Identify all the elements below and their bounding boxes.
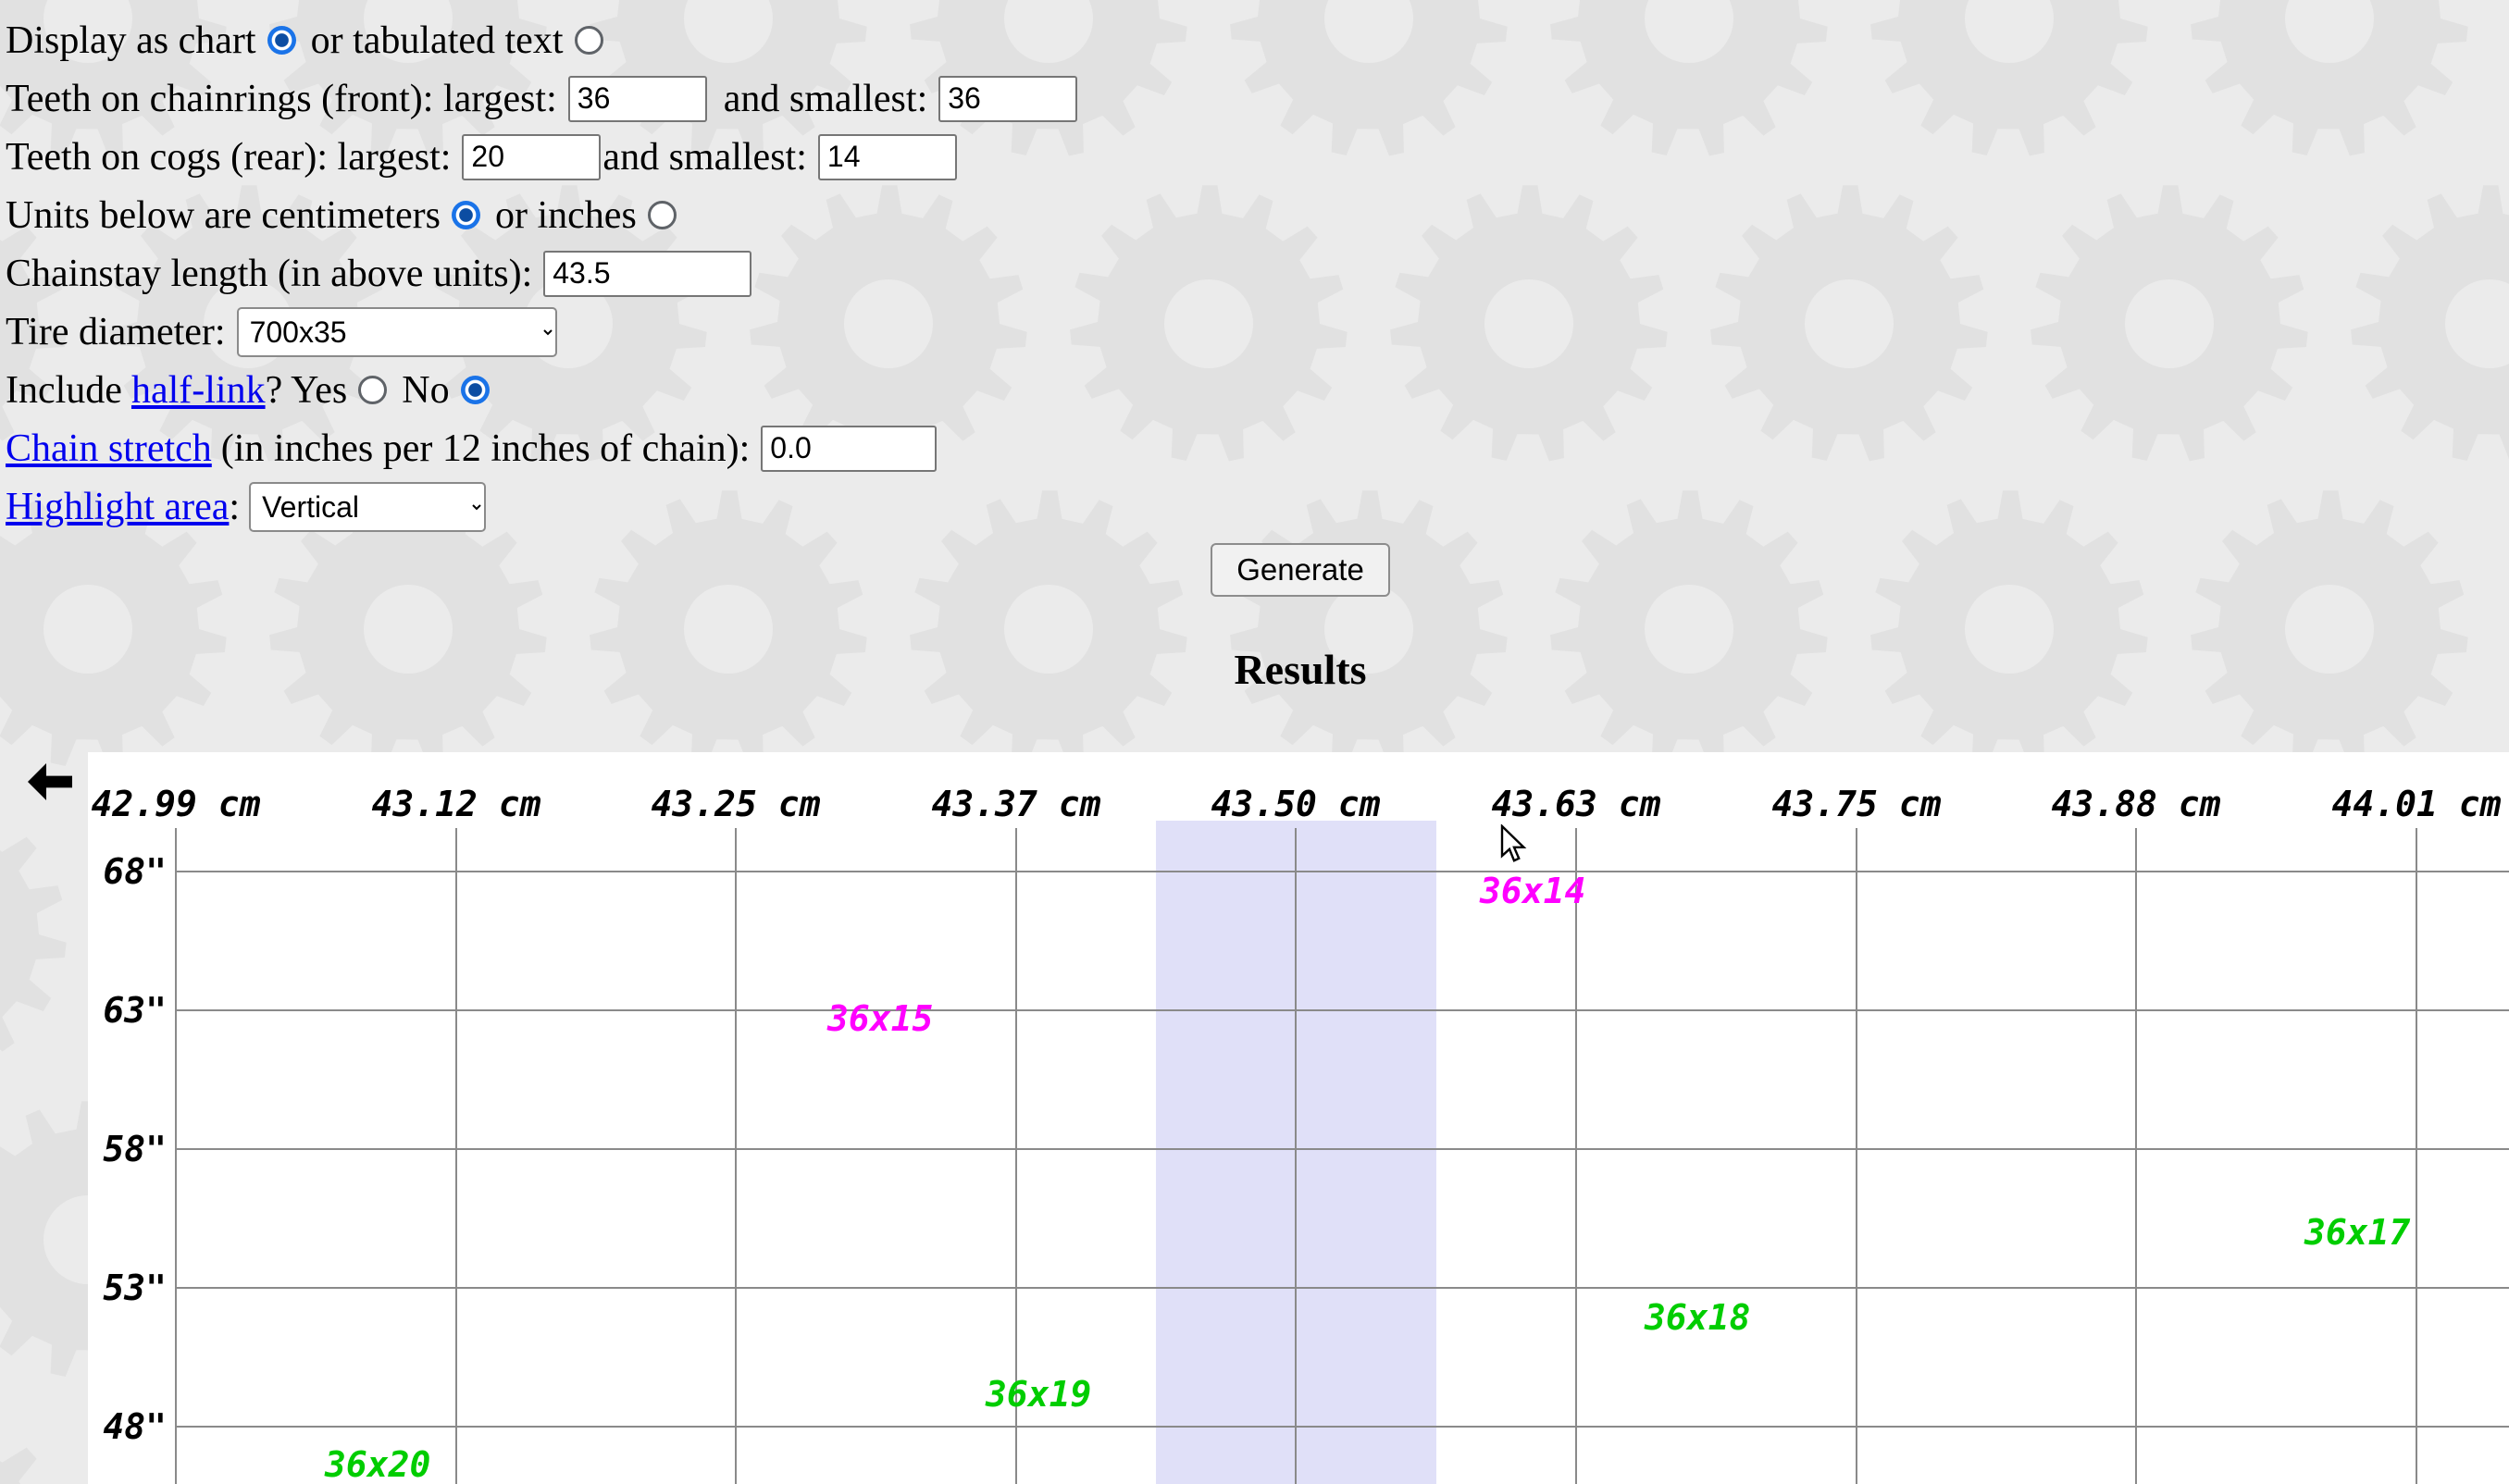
gear-ratio-point: 36x20 [325, 1444, 431, 1484]
grid-hline [176, 1426, 2509, 1428]
cogs-label: Teeth on cogs (rear): largest: [6, 135, 452, 179]
display-as-chart-label: Display as chart [6, 19, 256, 62]
grid-vline [1295, 828, 1297, 1484]
gear-ratio-point: 36x14 [1480, 871, 1586, 911]
display-chart-radio[interactable] [267, 26, 296, 55]
tire-diameter-label: Tire diameter: [6, 310, 226, 353]
halflink-yes-radio[interactable] [358, 376, 388, 404]
x-axis-label: 43.12 cm [371, 784, 541, 824]
gear-ratio-point: 36x17 [2304, 1212, 2411, 1253]
grid-hline [176, 1287, 2509, 1289]
back-arrow-icon[interactable] [26, 761, 74, 806]
chainrings-row: Teeth on chainrings (front): largest: an… [0, 69, 2509, 128]
chainrings-label: Teeth on chainrings (front): largest: [6, 77, 557, 120]
y-axis-label: 63" [103, 990, 167, 1031]
y-axis-label: 58" [103, 1129, 167, 1169]
chain-stretch-row: Chain stretch (in inches per 12 inches o… [0, 419, 2509, 477]
grid-vline [455, 828, 457, 1484]
highlight-area-link[interactable]: Highlight area [6, 485, 230, 528]
display-mode-row: Display as chart or tabulated text [0, 11, 2509, 69]
grid-vline [2135, 828, 2137, 1484]
x-axis-label: 43.25 cm [651, 784, 821, 824]
gear-ratio-point: 36x18 [1645, 1297, 1751, 1338]
highlight-colon: : [229, 485, 241, 528]
grid-vline [175, 828, 177, 1484]
results-chart: 42.99 cm 43.12 cm 43.25 cm 43.37 cm 43.50 cm… [0, 752, 2509, 1484]
units-row: Units below are centimeters or inches [0, 186, 2509, 244]
gear-ratio-point: 36x19 [986, 1374, 1092, 1415]
chain-stretch-link[interactable]: Chain stretch [6, 427, 212, 470]
x-axis-label: 42.99 cm [91, 784, 261, 824]
halflink-no-label: No [402, 368, 450, 412]
results-heading: Results [1234, 646, 1367, 693]
include-label: Include [6, 368, 122, 412]
mouse-cursor [1499, 823, 1531, 869]
x-axis-label: 43.63 cm [1491, 784, 1661, 824]
units-cm-label: Units below are centimeters [6, 193, 441, 237]
grid-hline [176, 1148, 2509, 1150]
chainstay-label: Chainstay length (in above units): [6, 252, 533, 295]
tabulated-text-label: or tabulated text [310, 19, 564, 62]
cog-smallest-input[interactable] [817, 133, 957, 180]
grid-vline [2416, 828, 2417, 1484]
highlight-area-select[interactable]: Vertical [249, 481, 487, 532]
x-axis-label: 43.50 cm [1211, 784, 1381, 824]
x-axis-label: 43.37 cm [931, 784, 1101, 824]
halflink-no-radio[interactable] [460, 376, 490, 404]
grid-hline [176, 1009, 2509, 1011]
cogs-row: Teeth on cogs (rear): largest: and small… [0, 128, 2509, 186]
grid-hline [176, 871, 2509, 872]
grid-vline [1856, 828, 1857, 1484]
chainrings-smallest-label: and smallest: [723, 77, 928, 120]
calculator-form: Display as chart or tabulated text Teeth… [0, 0, 2509, 697]
generate-button[interactable]: Generate [1211, 543, 1390, 597]
y-axis-label: 48" [103, 1406, 167, 1447]
chain-stretch-label: (in inches per 12 inches of chain): [220, 427, 751, 470]
units-inches-radio[interactable] [647, 201, 677, 229]
halflink-yes-label: ? Yes [265, 368, 348, 412]
x-axis-label: 43.88 cm [2051, 784, 2221, 824]
cog-largest-input[interactable] [462, 133, 602, 180]
chainring-smallest-input[interactable] [938, 75, 1078, 122]
halflink-row: Include half-link ? Yes No [0, 361, 2509, 419]
tire-diameter-select[interactable]: 700x35 [236, 306, 557, 357]
y-axis-label: 53" [103, 1268, 167, 1308]
half-link-link[interactable]: half-link [130, 368, 266, 412]
highlight-area-row: Highlight area : Vertical [0, 477, 2509, 536]
x-axis-label: 43.75 cm [1771, 784, 1942, 824]
tire-row: Tire diameter: 700x35 [0, 303, 2509, 361]
chainstay-row: Chainstay length (in above units): [0, 244, 2509, 303]
chainstay-length-input[interactable] [543, 250, 752, 297]
units-inches-label: or inches [495, 193, 637, 237]
units-cm-radio[interactable] [452, 201, 480, 229]
cogs-smallest-label: and smallest: [602, 135, 807, 179]
grid-vline [1015, 828, 1017, 1484]
gear-ratio-point: 36x15 [827, 998, 934, 1039]
y-axis-label: 68" [103, 851, 167, 892]
grid-vline [1575, 828, 1577, 1484]
chain-stretch-input[interactable] [761, 425, 938, 472]
x-axis-label: 44.01 cm [2331, 784, 2502, 824]
display-text-radio[interactable] [574, 26, 603, 55]
chainring-largest-input[interactable] [567, 75, 707, 122]
grid-vline [735, 828, 737, 1484]
